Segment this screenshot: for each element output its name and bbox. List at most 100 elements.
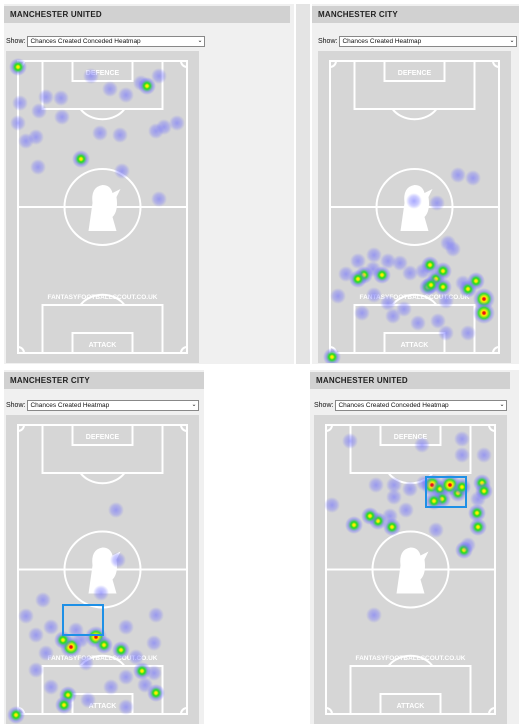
heat-spot [365,261,381,277]
heat-layer [323,167,495,363]
heat-core [460,485,464,489]
panel-divider [296,4,310,364]
heat-spot [54,109,70,125]
defence-label: DEFENCE [398,70,432,77]
heat-spot [103,679,119,695]
heat-spot [460,325,476,341]
heat-spot [428,522,444,538]
heat-spot [402,481,418,497]
attack-label: ATTACK [401,342,429,349]
heat-spot [396,301,412,317]
heat-spot [330,288,346,304]
chevron-down-icon: ⌄ [191,402,197,408]
heatmap-panel-3: MANCHESTER CITY Show: Chances Created He… [4,370,204,724]
heat-spot [338,266,354,282]
heat-core [66,693,70,697]
pitch-heatmap: DEFENCE ATTACK FANTASYFOOTBALLSCOUT.CO.UK [6,415,199,724]
heat-spot [465,170,481,186]
heat-spot [380,253,396,269]
heatmap-select-row: Show: Chances Created Conceded Heatmap ⌄ [6,36,206,47]
heatmap-panel-4: MANCHESTER UNITED Show: Chances Created … [310,370,519,724]
defence-label: DEFENCE [86,434,120,441]
panel-title: MANCHESTER CITY [4,372,204,389]
heat-core [330,355,334,359]
select-value: Chances Created Conceded Heatmap [30,38,141,45]
heat-core [380,273,384,277]
heat-spot [118,669,134,685]
attack-label: ATTACK [89,342,117,349]
select-value: Chances Created Conceded Heatmap [338,402,449,409]
top-six-yard-box [383,60,446,82]
heat-spot [78,655,94,671]
heat-spot [93,585,109,601]
heatmap-type-select[interactable]: Chances Created Conceded Heatmap ⌄ [27,36,206,47]
heat-core [448,483,452,487]
pitch-lines [17,60,188,354]
heat-spot [402,265,418,281]
heat-spot [398,502,414,518]
heat-spot [43,619,59,635]
heat-spot [128,649,144,665]
heat-core [69,645,73,649]
pitch-lines [329,60,500,354]
heat-spot [450,167,466,183]
pitch-heatmap: DEFENCE ATTACK FANTASYFOOTBALLSCOUT.CO.UK [318,51,511,363]
heat-spot [118,619,134,635]
watermark: FANTASYFOOTBALLSCOUT.CO.UK [355,655,465,662]
defence-label: DEFENCE [86,70,120,77]
heat-spot [386,489,402,505]
select-value: Chances Created Heatmap [30,402,110,409]
heat-spot [350,253,366,269]
heat-spot [118,87,134,103]
heat-core [441,285,445,289]
heat-spot [10,115,26,131]
heat-spot [406,193,422,209]
heat-core [368,514,372,518]
attack-label: ATTACK [397,703,425,710]
heat-spot [92,125,108,141]
heat-spot [368,477,384,493]
heat-spot [410,315,426,331]
show-label: Show: [318,38,338,45]
heatmap-panel-2: MANCHESTER CITY Show: Chances Created He… [312,4,519,364]
heat-spot [151,191,167,207]
heatmap-type-select[interactable]: Chances Created Heatmap ⌄ [339,36,518,47]
heat-spot [28,627,44,643]
heat-spot [386,477,402,493]
heat-spot [476,447,492,463]
heat-spot [445,241,461,257]
heat-core [482,489,486,493]
heatmap-type-select[interactable]: Chances Created Heatmap ⌄ [27,400,200,411]
heat-spot [28,662,44,678]
heat-spot [366,607,382,623]
heat-spot [454,447,470,463]
chevron-down-icon: ⌄ [499,402,505,408]
attack-label: ATTACK [89,703,117,710]
heat-core [476,525,480,529]
watermark: FANTASYFOOTBALLSCOUT.CO.UK [47,294,157,301]
heat-spot [12,95,28,111]
chevron-down-icon: ⌄ [509,38,515,44]
highlight-box [62,604,104,636]
heat-spot [146,635,162,651]
heat-spot [454,431,470,447]
top-six-yard-box [71,60,134,82]
heat-spot [80,692,96,708]
bottom-six-yard-box [71,332,134,354]
heat-spot [83,68,99,84]
heat-core [429,283,433,287]
heat-core [145,84,149,88]
heat-core [356,277,360,281]
show-label: Show: [6,38,26,45]
heat-spot [429,195,445,211]
heat-core [16,65,20,69]
scout-logo [88,185,121,231]
heat-spot [416,475,432,491]
heatmap-panel-1: MANCHESTER UNITED Show: Chances Created … [4,4,294,364]
heat-core [140,669,144,673]
show-label: Show: [6,402,26,409]
heat-core [102,643,106,647]
heat-spot [438,293,454,309]
heat-spot [414,437,430,453]
heatmap-type-select[interactable]: Chances Created Conceded Heatmap ⌄ [335,400,508,411]
